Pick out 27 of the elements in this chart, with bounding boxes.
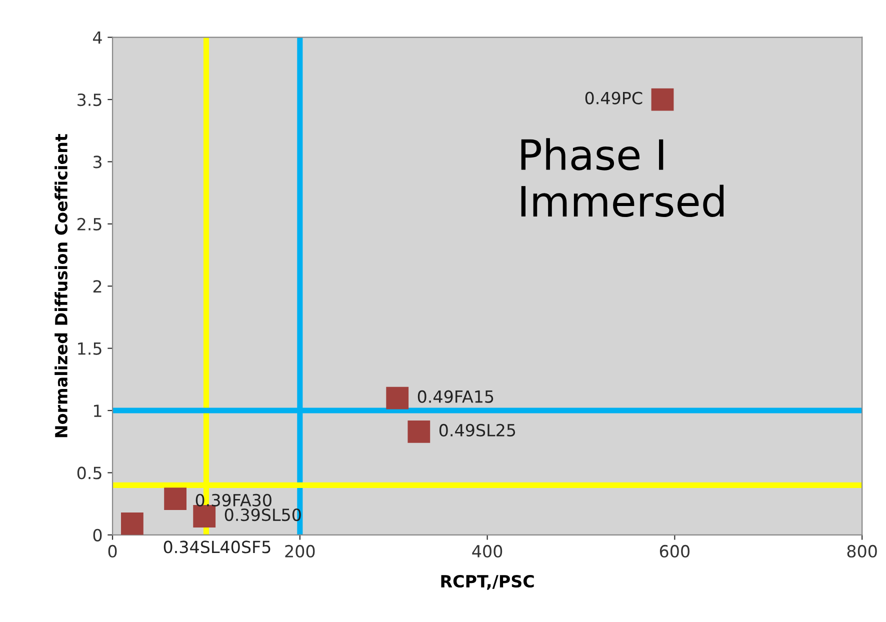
point	[121, 512, 144, 535]
x-axis-title: RCPT,/PSC	[441, 574, 534, 590]
x-tick-label: 400	[472, 544, 502, 558]
x-tick-label: 800	[847, 544, 877, 558]
y-tick-label: 1	[94, 404, 102, 417]
point	[408, 420, 430, 443]
point	[651, 88, 674, 111]
x-tick-label: 200	[285, 544, 315, 558]
x-tick-label: 0	[108, 544, 117, 558]
y-tick-label: 4	[93, 32, 102, 44]
y-tick-label: 0.5	[77, 466, 102, 480]
y-tick-label: 0	[93, 528, 102, 542]
annotation: 0.49SL25	[439, 424, 516, 437]
y-tick-label: 1.5	[78, 342, 102, 355]
y-axis-title: Normalized Diffusion Coefficient	[54, 134, 68, 438]
y-tick-label: 2.5	[78, 218, 102, 230]
point	[386, 386, 409, 410]
point	[193, 505, 216, 528]
annotation: 0.49FA15	[418, 390, 494, 403]
annotation: Phase I Immersed	[521, 138, 724, 218]
y-tick-label: 3.5	[78, 93, 102, 106]
annotation: 0.49PC	[585, 92, 642, 104]
y-tick-label: 3	[93, 156, 102, 168]
x-tick-label: 600	[660, 544, 690, 558]
annotation: 0.34SL40SF5	[164, 540, 270, 554]
point	[164, 488, 186, 510]
y-tick-label: 2	[93, 280, 102, 292]
